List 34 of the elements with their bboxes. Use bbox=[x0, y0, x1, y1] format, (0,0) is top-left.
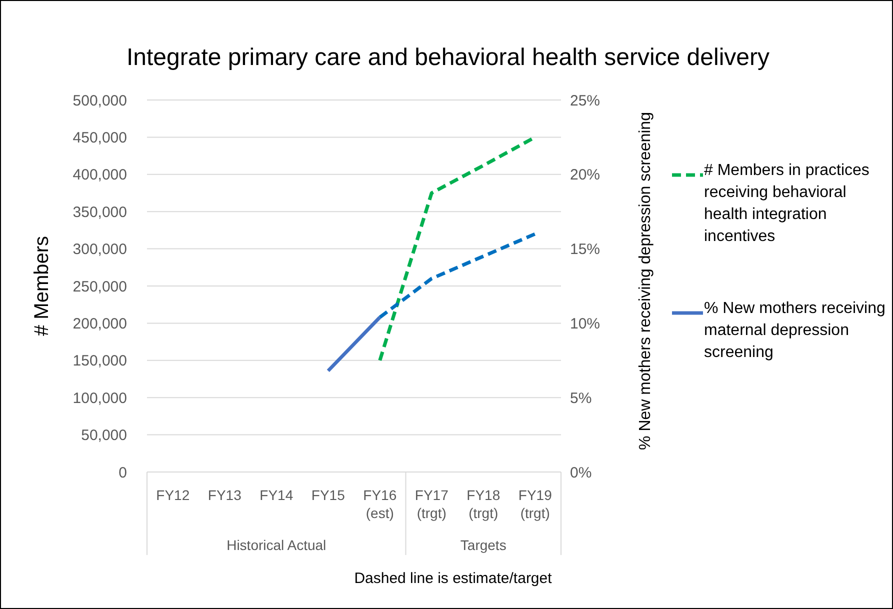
y-tick-label: 500,000 bbox=[72, 92, 127, 110]
text: Targets bbox=[460, 537, 506, 553]
y-tick-label: 350,000 bbox=[72, 204, 127, 221]
y-tick-label: 150,000 bbox=[72, 352, 127, 370]
y-tick-label: 200,000 bbox=[72, 315, 127, 332]
y2-tick-label: 0% bbox=[570, 464, 592, 482]
y-tick-label: 0 bbox=[118, 464, 127, 482]
x-tick-label: FY17 (trgt) bbox=[414, 487, 449, 521]
x-tick-label: FY15 bbox=[311, 487, 346, 503]
legend-label: # Members in practices receiving behavioral health integration incentives bbox=[704, 162, 870, 245]
line-series bbox=[378, 232, 537, 319]
y2-tick-label: 20% bbox=[570, 166, 600, 184]
x-tick-label: FY16 (est) bbox=[363, 487, 397, 521]
x-tick-label: FY18 (trgt) bbox=[466, 487, 500, 521]
y2-tick-label: 5% bbox=[570, 390, 592, 407]
y-tick-label: 300,000 bbox=[72, 241, 127, 258]
y-tick-label: 50,000 bbox=[81, 427, 127, 444]
y-tick-label: 400,000 bbox=[72, 166, 127, 184]
y2-axis-title: % New mothers receiving depression screening bbox=[637, 112, 654, 450]
x-tick-label: FY13 bbox=[208, 487, 242, 503]
text: Historical Actual bbox=[226, 537, 326, 553]
x-tick-label: FY12 bbox=[156, 487, 190, 503]
y2-tick-label: 25% bbox=[570, 92, 600, 110]
x-axis-title: Dashed line is estimate/target bbox=[354, 570, 553, 587]
legend-label: % New mothers receiving maternal depression screening bbox=[704, 300, 886, 361]
x-tick-label: FY14 bbox=[260, 487, 294, 503]
y-tick-label: 250,000 bbox=[72, 278, 127, 296]
y2-tick-label: 10% bbox=[570, 315, 600, 332]
y-axis-title: # Members bbox=[31, 236, 53, 336]
y-tick-label: 100,000 bbox=[72, 390, 127, 407]
y-tick-label: 450,000 bbox=[72, 129, 127, 146]
x-tick-label: FY19 (trgt) bbox=[518, 487, 552, 521]
chart-title: Integrate primary care and behavioral health service delivery bbox=[126, 44, 770, 71]
y2-tick-label: 15% bbox=[570, 241, 600, 258]
